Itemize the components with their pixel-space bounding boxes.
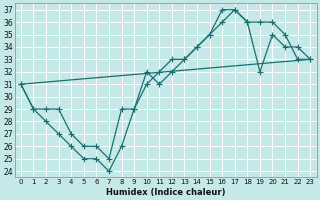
X-axis label: Humidex (Indice chaleur): Humidex (Indice chaleur) [106,188,225,197]
